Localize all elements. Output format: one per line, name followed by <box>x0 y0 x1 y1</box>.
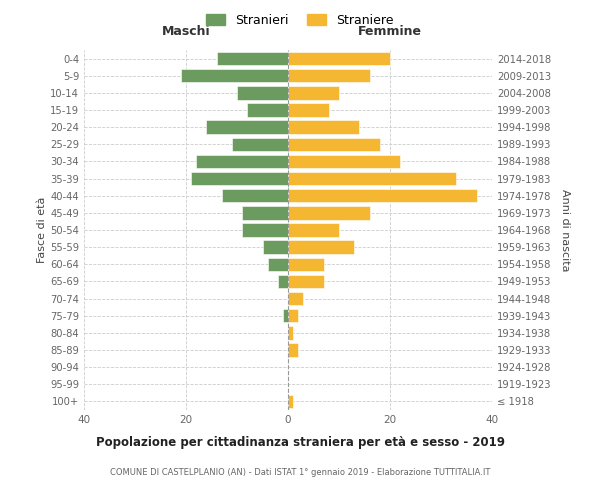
Bar <box>288 258 324 271</box>
Bar <box>288 344 298 356</box>
Bar <box>288 86 339 100</box>
Bar <box>288 274 324 288</box>
Bar <box>288 138 380 151</box>
Legend: Stranieri, Straniere: Stranieri, Straniere <box>202 8 398 32</box>
Bar <box>237 86 288 100</box>
Bar <box>288 292 304 306</box>
Bar <box>288 206 370 220</box>
Bar <box>288 52 390 66</box>
Bar <box>288 189 477 202</box>
Bar <box>206 120 288 134</box>
Bar <box>288 154 400 168</box>
Bar <box>288 224 339 236</box>
Bar <box>268 258 288 271</box>
Text: Maschi: Maschi <box>161 25 211 38</box>
Text: COMUNE DI CASTELPLANIO (AN) - Dati ISTAT 1° gennaio 2019 - Elaborazione TUTTITAL: COMUNE DI CASTELPLANIO (AN) - Dati ISTAT… <box>110 468 490 477</box>
Text: Popolazione per cittadinanza straniera per età e sesso - 2019: Popolazione per cittadinanza straniera p… <box>95 436 505 449</box>
Bar <box>232 138 288 151</box>
Bar <box>181 69 288 82</box>
Text: Femmine: Femmine <box>358 25 422 38</box>
Bar <box>283 309 288 322</box>
Bar <box>242 224 288 236</box>
Bar <box>288 240 355 254</box>
Bar <box>288 120 359 134</box>
Bar <box>263 240 288 254</box>
Bar <box>288 394 293 408</box>
Y-axis label: Anni di nascita: Anni di nascita <box>560 188 569 271</box>
Bar <box>222 189 288 202</box>
Bar <box>288 172 457 186</box>
Y-axis label: Fasce di età: Fasce di età <box>37 197 47 263</box>
Bar <box>191 172 288 186</box>
Bar <box>242 206 288 220</box>
Bar <box>217 52 288 66</box>
Bar <box>278 274 288 288</box>
Bar <box>196 154 288 168</box>
Bar <box>288 104 329 117</box>
Bar <box>288 326 293 340</box>
Bar <box>288 309 298 322</box>
Bar <box>288 69 370 82</box>
Bar <box>247 104 288 117</box>
